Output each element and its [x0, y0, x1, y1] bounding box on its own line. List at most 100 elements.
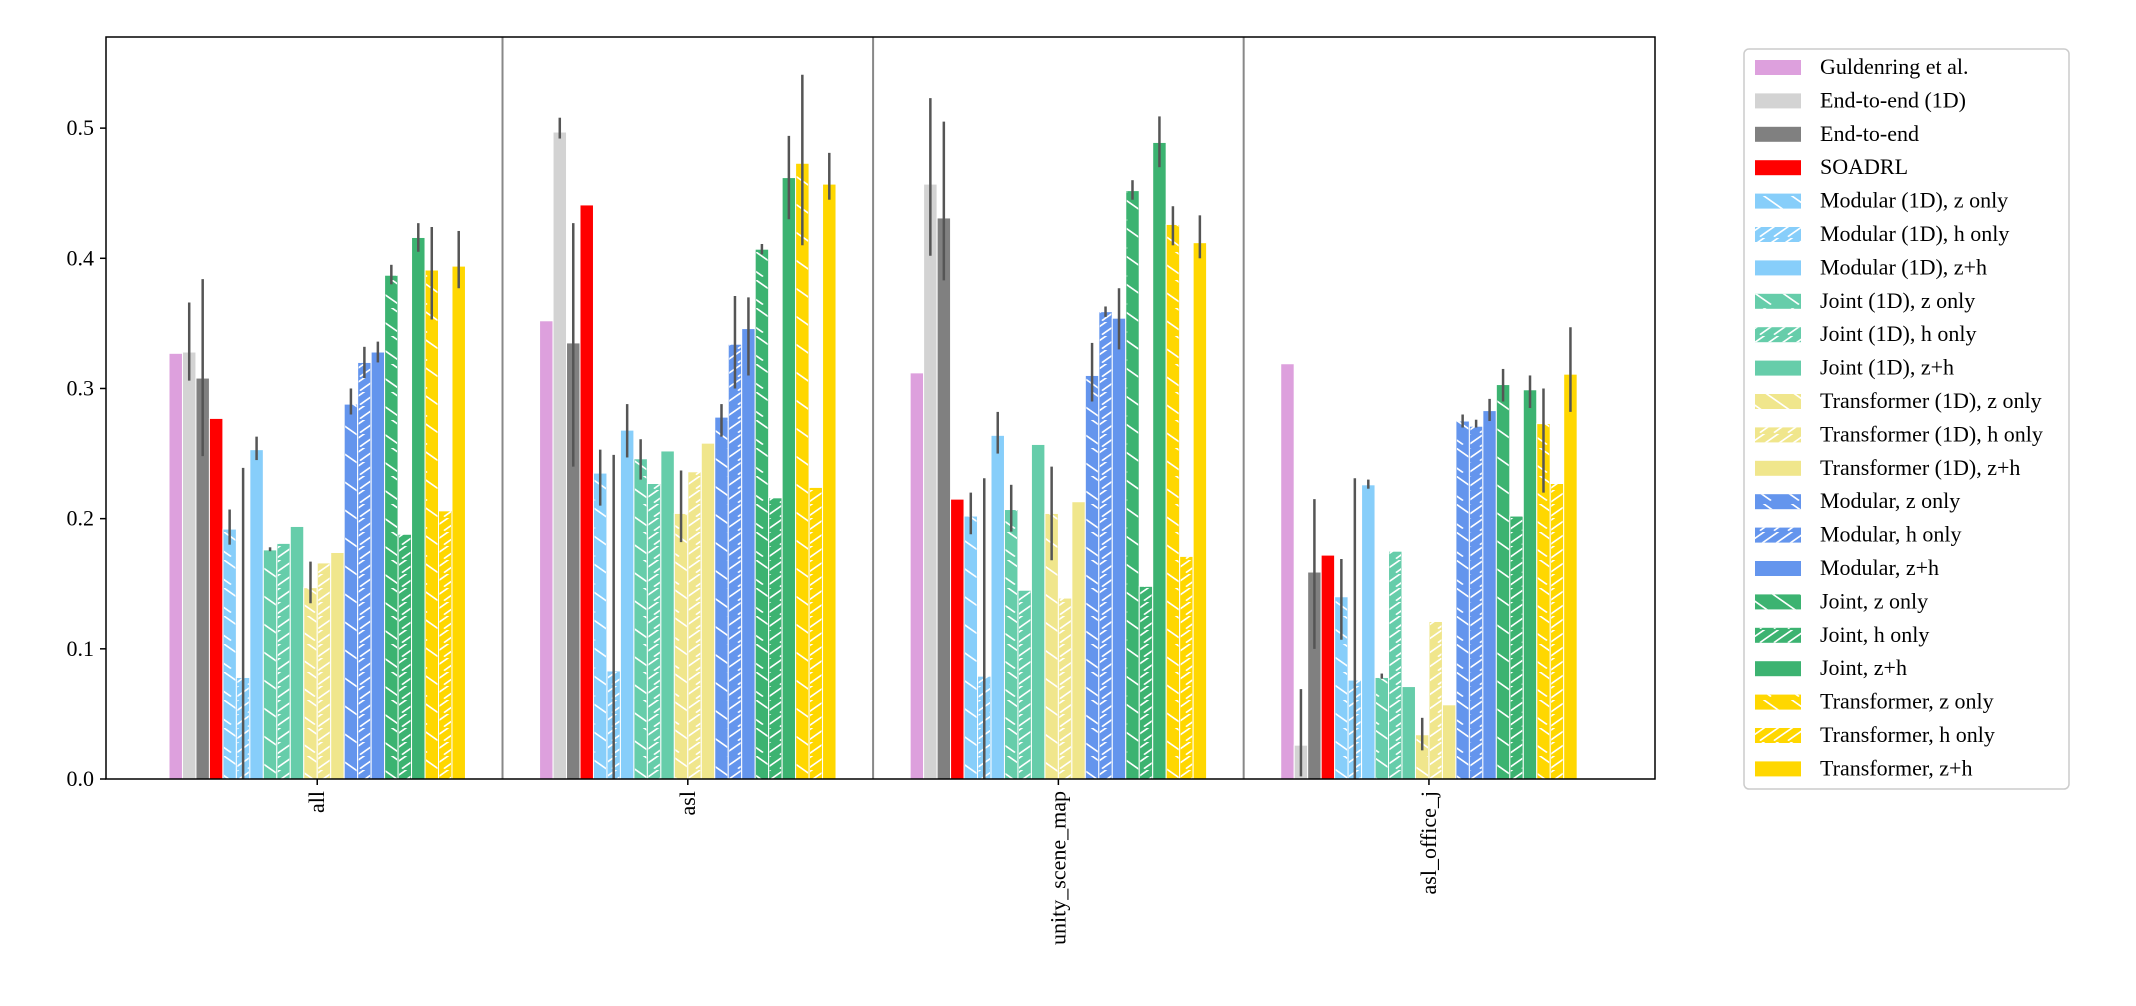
bar-hatch [1180, 556, 1193, 779]
bar [1030, 443, 1046, 780]
legend-swatch-hatch [1755, 728, 1801, 743]
bar [370, 351, 386, 780]
bar-hatch [1429, 621, 1442, 779]
bar-hatch [1167, 224, 1179, 779]
legend-swatch-hatch [1755, 627, 1801, 643]
bar [990, 434, 1005, 780]
legend-swatch [1755, 93, 1801, 109]
legend-label: Modular (1D), z only [1820, 188, 2008, 213]
legend-label: Joint, h only [1820, 622, 1929, 647]
bar-hatch [345, 404, 357, 779]
legend-swatch [1755, 360, 1801, 376]
axes-frame [105, 36, 1656, 780]
legend-label: Modular (1D), z+h [1820, 254, 1987, 279]
bar [208, 417, 224, 780]
legend-swatch-hatch [1755, 394, 1801, 409]
x-tick-label: all [304, 791, 329, 813]
legend-swatch-hatch [1755, 527, 1801, 543]
bar [1441, 704, 1457, 780]
bar [619, 429, 635, 780]
bar [539, 320, 554, 780]
legend-swatch [1755, 761, 1801, 777]
bar [1071, 501, 1086, 780]
bar [1563, 373, 1578, 780]
bar [1522, 389, 1538, 780]
bar-hatch [277, 543, 290, 779]
y-tick-label: 0.5 [67, 115, 95, 140]
bar-hatch [688, 471, 701, 779]
bar-hatch [1551, 483, 1563, 779]
legend-label: Transformer (1D), z+h [1820, 455, 2020, 480]
bar-hatch [675, 513, 687, 779]
legend-swatch-hatch [1755, 494, 1801, 510]
bar [1192, 242, 1208, 780]
bar-hatch [304, 587, 317, 779]
legend-swatch-hatch [1755, 227, 1801, 242]
legend-label: SOADRL [1820, 154, 1908, 179]
bar [181, 351, 197, 780]
bar-hatch [1018, 590, 1031, 779]
bar-hatch [439, 510, 451, 779]
bar-hatch [1416, 734, 1428, 779]
legend-label: Transformer, z only [1820, 689, 1994, 714]
bar-hatch [264, 549, 276, 779]
legend-swatch [1755, 260, 1801, 276]
bar-hatch [715, 417, 728, 779]
x-tick-label: asl [675, 791, 700, 815]
y-tick-label: 0.2 [67, 506, 95, 531]
legend-label: Joint (1D), h only [1820, 321, 1976, 346]
bar-hatch [1086, 375, 1098, 779]
bar [1482, 410, 1497, 780]
legend-label: Transformer, z+h [1820, 755, 1972, 780]
legend-swatch-hatch [1755, 427, 1801, 443]
bar [1361, 484, 1376, 780]
bar [936, 217, 952, 780]
bar-hatch [648, 483, 660, 779]
bar-hatch [1497, 384, 1509, 779]
bar-hatch [965, 516, 977, 779]
legend-swatch [1755, 126, 1801, 142]
legend-swatch-hatch [1755, 293, 1801, 309]
bar [1111, 317, 1127, 780]
bar-hatch [1059, 598, 1071, 779]
legend-label: Transformer (1D), z only [1820, 388, 2042, 413]
bar [1152, 141, 1167, 780]
legend-label: Modular, h only [1820, 522, 1962, 547]
legend-label: Transformer, h only [1820, 722, 1995, 747]
legend-label: Guldenring et al. [1820, 54, 1968, 79]
y-tick-label: 0.4 [67, 245, 95, 270]
bar-hatch [426, 270, 438, 779]
bar-hatch [1140, 586, 1152, 779]
legend-swatch-hatch [1755, 694, 1801, 710]
legend-box [1743, 48, 2070, 790]
legend-label: Joint, z+h [1820, 655, 1907, 680]
bar-hatch [1470, 426, 1482, 779]
legend-label: Modular (1D), h only [1820, 221, 2009, 246]
bar-hatch [223, 529, 236, 779]
legend-label: Transformer (1D), h only [1820, 421, 2043, 446]
bar-hatch [1126, 190, 1139, 780]
y-tick-label: 0.0 [67, 766, 95, 791]
bar-hatch [729, 344, 741, 779]
bar [1401, 686, 1416, 780]
bar-hatch [810, 487, 822, 779]
bar [950, 498, 965, 780]
legend-swatch [1755, 160, 1801, 176]
bar [579, 204, 594, 780]
x-tick-label: unity_scene_map [1045, 791, 1070, 945]
bar [923, 183, 938, 780]
legend-label: Modular, z+h [1820, 555, 1939, 580]
bar [1320, 554, 1336, 780]
bar-hatch [1389, 551, 1401, 779]
bar-hatch [594, 473, 606, 779]
legend-label: Modular, z only [1820, 488, 1960, 513]
bar-hatch [634, 458, 647, 779]
bar [168, 352, 183, 780]
bar [781, 177, 797, 780]
bar [249, 449, 264, 780]
bar [1280, 363, 1295, 780]
bar [552, 131, 568, 780]
legend-swatch-hatch [1755, 193, 1801, 209]
bar [330, 551, 345, 780]
